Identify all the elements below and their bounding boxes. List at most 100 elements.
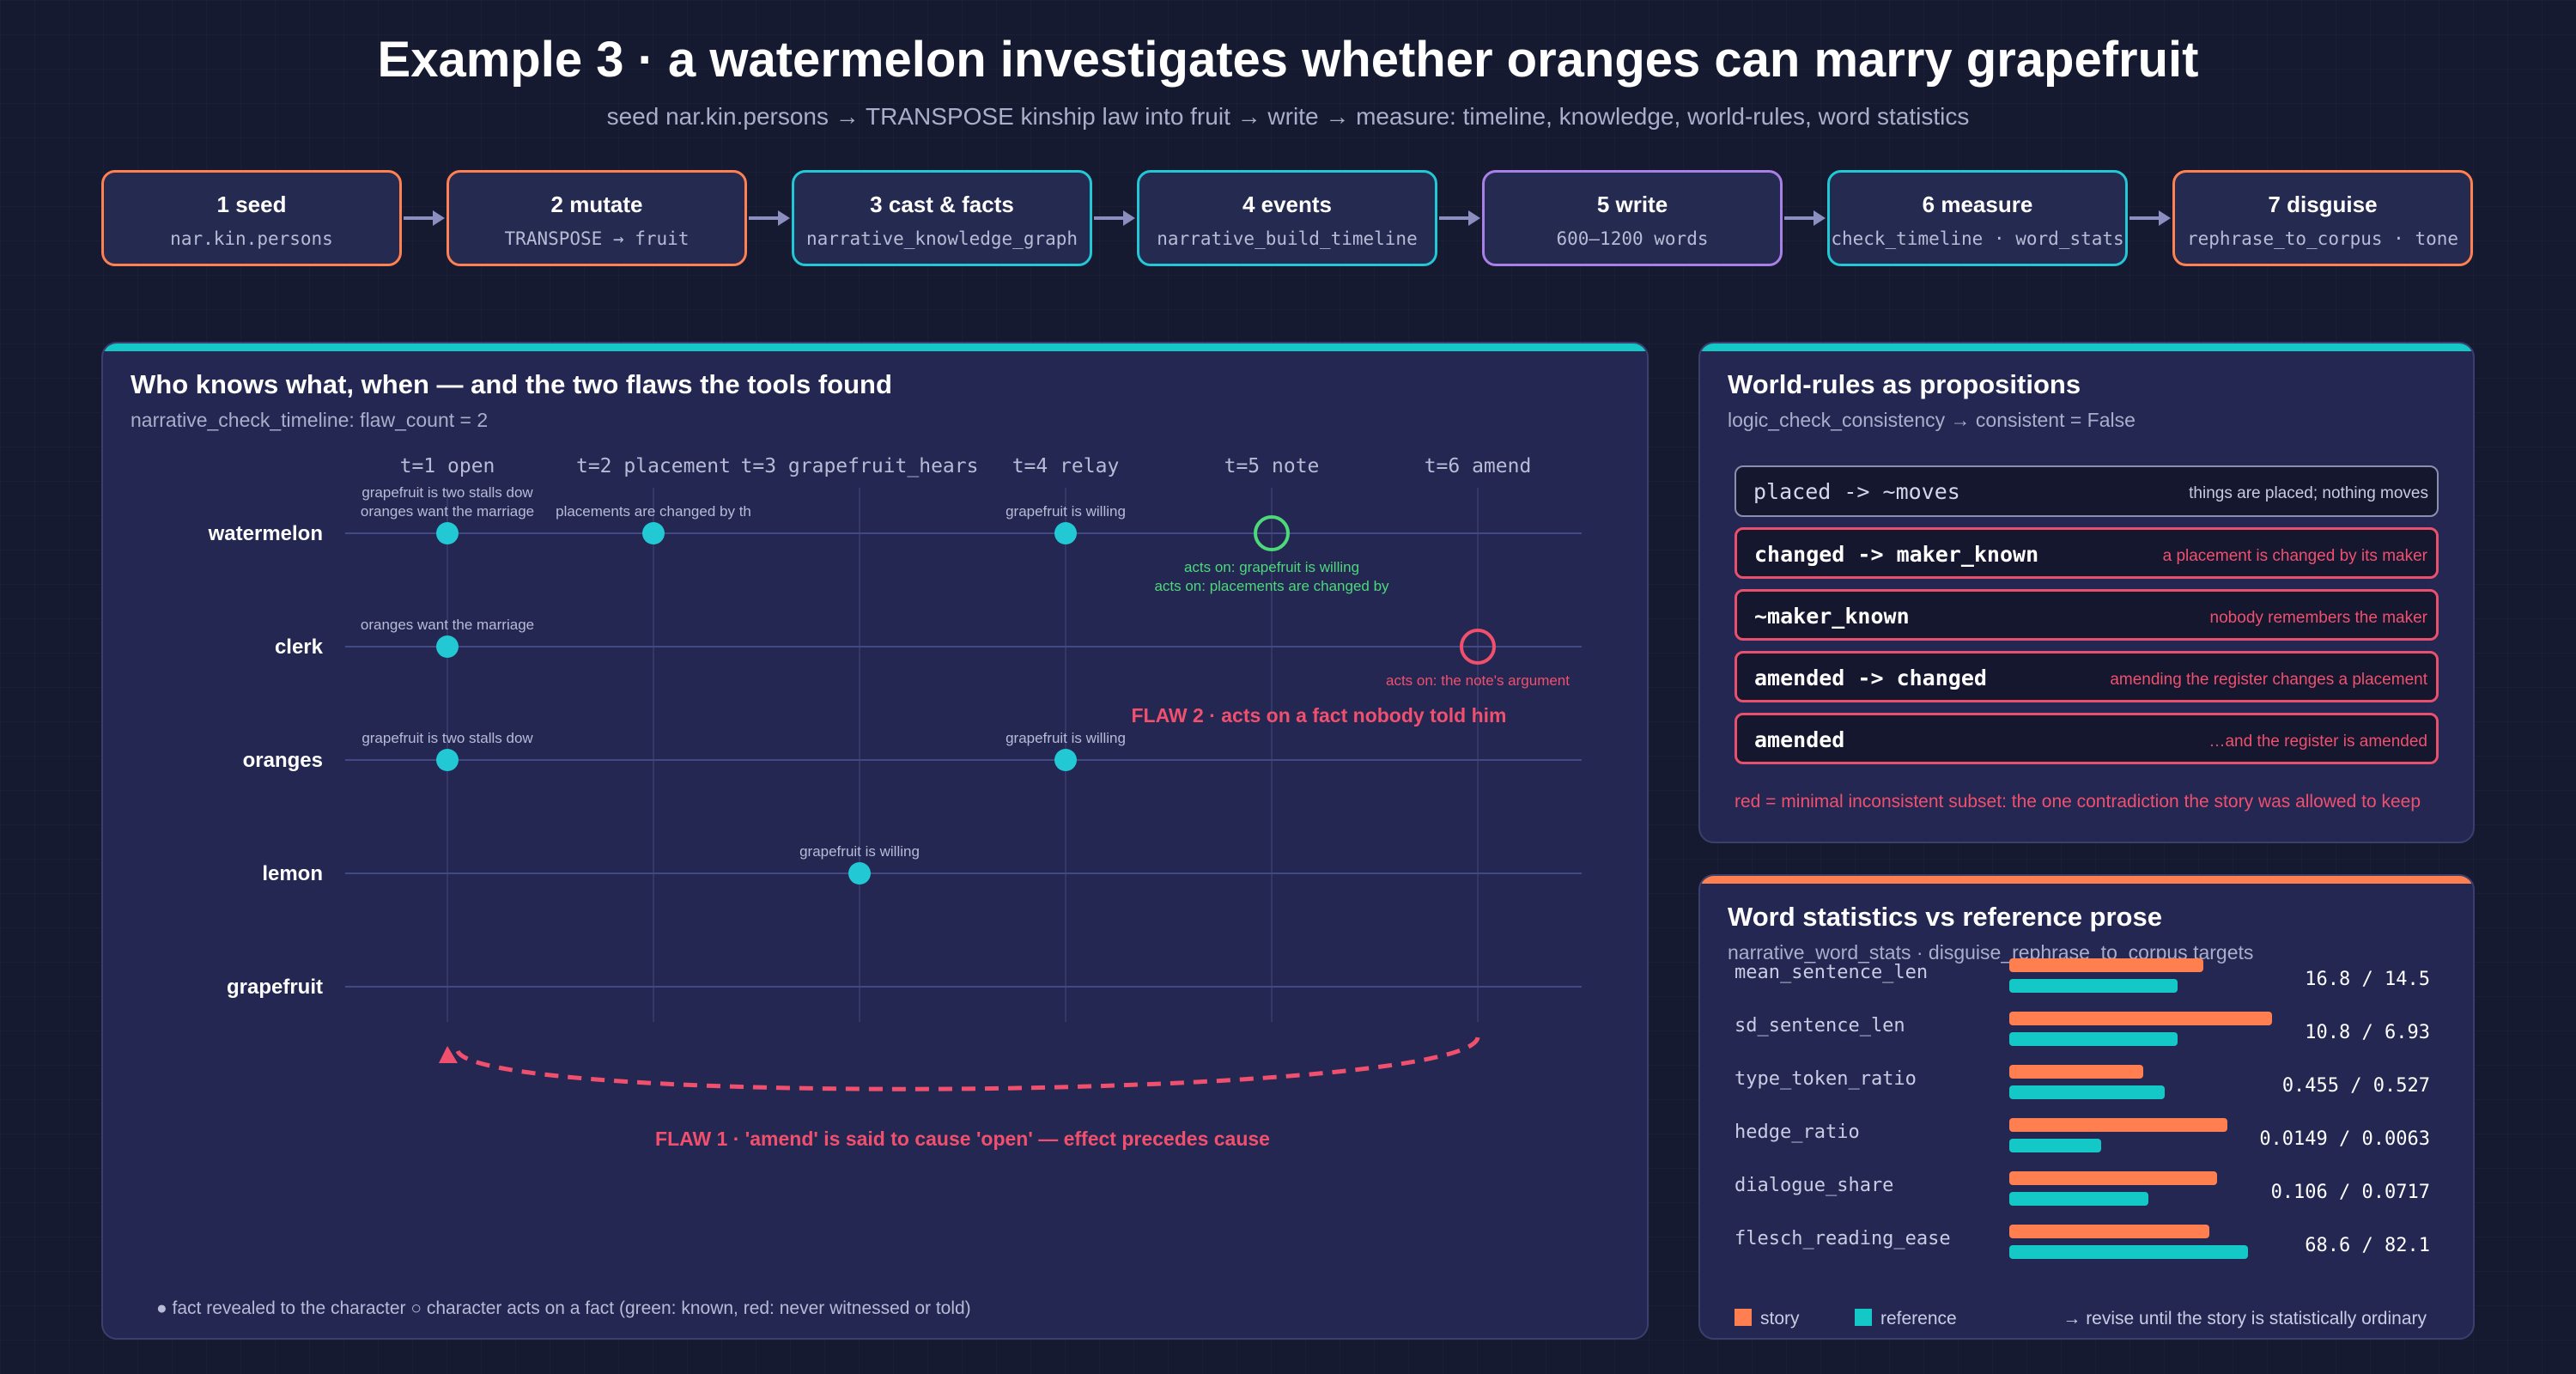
stat-value: 0.0149 / 0.0063 bbox=[2259, 1128, 2430, 1150]
word-stats-title: Word statistics vs reference prose bbox=[1728, 902, 2162, 932]
reference-bar bbox=[2009, 1032, 2178, 1046]
proposition-description: nobody remembers the maker bbox=[2209, 609, 2427, 627]
pipeline-step-subtitle: rephrase_to_corpus · tone bbox=[2186, 228, 2459, 249]
page-subtitle: seed nar.kin.persons → TRANSPOSE kinship… bbox=[606, 103, 1970, 130]
reveal-label: grapefruit is willing bbox=[799, 843, 920, 860]
word-stats-panel: Word statistics vs reference prose narra… bbox=[1698, 874, 2475, 1340]
proposition-changed-maker-known: changed -> maker_known a placement is cha… bbox=[1735, 527, 2439, 579]
story-bar bbox=[2009, 1225, 2209, 1238]
stat-value: 0.106 / 0.0717 bbox=[2270, 1182, 2430, 1203]
proposition-description: amending the register changes a placemen… bbox=[2110, 671, 2427, 689]
legend-story-swatch bbox=[1735, 1309, 1752, 1326]
stat-label-sd-sentence-len: sd_sentence_len bbox=[1735, 1015, 1905, 1037]
pipeline-step-7-disguise: 7 disguise rephrase_to_corpus · tone bbox=[2172, 170, 2473, 266]
pipeline-step-2-mutate: 2 mutate TRANSPOSE → fruit bbox=[447, 170, 747, 266]
reveal-label: grapefruit is willing bbox=[1005, 503, 1126, 520]
proposition-description: things are placed; nothing moves bbox=[2189, 484, 2428, 502]
reveal-dot bbox=[1054, 522, 1077, 544]
reveal-label: placements are changed by th bbox=[556, 503, 751, 520]
pipeline-step-title: 1 seed bbox=[216, 192, 287, 217]
reveal-dot bbox=[436, 635, 459, 658]
pipeline-step-6-measure: 6 measure check_timeline · word_stats bbox=[1827, 170, 2128, 266]
world-rules-panel: World-rules as propositions logic_check_… bbox=[1698, 342, 2475, 843]
proposition-amended: amended …and the register is amended bbox=[1735, 713, 2439, 764]
time-header-t-6-amend: t=6 amend bbox=[1425, 455, 1532, 477]
pipeline-step-title: 3 cast & facts bbox=[870, 192, 1014, 217]
pipeline-step-subtitle: TRANSPOSE → fruit bbox=[504, 228, 690, 249]
time-header-t-5-note: t=5 note bbox=[1224, 455, 1320, 477]
stat-value: 10.8 / 6.93 bbox=[2305, 1022, 2430, 1043]
pipeline-arrow-head bbox=[1468, 210, 1480, 226]
character-label-clerk: clerk bbox=[275, 635, 324, 659]
reveal-dot bbox=[642, 522, 665, 544]
world-rules-subtitle: logic_check_consistency → consistent = F… bbox=[1728, 409, 2136, 431]
stat-label-mean-sentence-len: mean_sentence_len bbox=[1735, 962, 1929, 983]
act-label: acts on: grapefruit is willing bbox=[1184, 559, 1359, 575]
timeline-legend: ● fact revealed to the character ○ chara… bbox=[156, 1298, 971, 1318]
pipeline-arrow-head bbox=[433, 210, 445, 226]
world-rules-note: red = minimal inconsistent subset: the o… bbox=[1735, 792, 2421, 812]
story-bar bbox=[2009, 1065, 2143, 1079]
stat-label-flesch-reading-ease: flesch_reading_ease bbox=[1735, 1228, 1951, 1249]
proposition-formula: placed -> ~moves bbox=[1753, 479, 1960, 504]
legend-reference-swatch bbox=[1855, 1309, 1872, 1326]
timeline-title: Who knows what, when — and the two flaws… bbox=[131, 369, 892, 399]
proposition-formula: amended bbox=[1754, 727, 1845, 752]
pipeline-step-title: 2 mutate bbox=[550, 192, 643, 217]
stat-value: 16.8 / 14.5 bbox=[2305, 969, 2430, 990]
proposition-description: …and the register is amended bbox=[2208, 733, 2427, 751]
pipeline-step-subtitle: 600–1200 words bbox=[1556, 228, 1709, 249]
reveal-label: oranges want the marriage bbox=[361, 617, 534, 633]
story-bar bbox=[2009, 1171, 2217, 1185]
timeline-panel: Who knows what, when — and the two flaws… bbox=[101, 342, 1649, 1340]
proposition-amended-changed: amended -> changed amending the register … bbox=[1735, 651, 2439, 702]
proposition-formula: ~maker_known bbox=[1754, 604, 1910, 629]
panel-accent-bar bbox=[103, 344, 1647, 351]
stat-label-type-token-ratio: type_token_ratio bbox=[1735, 1068, 1917, 1090]
flaw-1-arc bbox=[455, 1036, 1480, 1091]
pipeline-step-4-events: 4 events narrative_build_timeline bbox=[1137, 170, 1437, 266]
pipeline-step-subtitle: narrative_build_timeline bbox=[1157, 228, 1418, 249]
reference-bar bbox=[2009, 1139, 2101, 1152]
pipeline-step-subtitle: narrative_knowledge_graph bbox=[805, 228, 1078, 249]
proposition-formula: amended -> changed bbox=[1754, 666, 1987, 690]
panel-accent-bar bbox=[1700, 344, 2473, 351]
reference-bar bbox=[2009, 1192, 2148, 1206]
flaw-2-label: FLAW 2 · acts on a fact nobody told him bbox=[1131, 704, 1506, 727]
pipeline-arrows bbox=[404, 210, 2171, 226]
stat-value: 68.6 / 82.1 bbox=[2305, 1235, 2430, 1256]
time-header-t-3-grapefruit-hears: t=3 grapefruit_hears bbox=[741, 455, 979, 477]
pipeline-step-5-write: 5 write 600–1200 words bbox=[1482, 170, 1783, 266]
reveal-dot bbox=[1054, 749, 1077, 771]
pipeline-step-subtitle: check_timeline · word_stats bbox=[1831, 228, 2124, 249]
pipeline-step-title: 7 disguise bbox=[2268, 192, 2378, 217]
reveal-dot bbox=[436, 522, 459, 544]
reveal-label: grapefruit is two stalls dow bbox=[361, 730, 533, 746]
legend-story-label: story bbox=[1760, 1309, 1800, 1328]
act-ring-flaw bbox=[1460, 629, 1496, 665]
story-bar bbox=[2009, 1012, 2272, 1025]
timeline-chart: t=1 open t=2 placement t=3 grapefruit_hear… bbox=[208, 455, 1582, 1150]
pipeline-arrow-head bbox=[2159, 210, 2171, 226]
time-header-t-4-relay: t=4 relay bbox=[1012, 455, 1120, 477]
act-label: acts on: placements are changed by bbox=[1154, 578, 1389, 594]
time-header-t-2-placement: t=2 placement bbox=[576, 455, 731, 477]
act-label: acts on: the note's argument bbox=[1386, 672, 1570, 689]
pipeline-step-title: 6 measure bbox=[1922, 192, 2033, 217]
legend-reference-label: reference bbox=[1880, 1309, 1957, 1328]
reveal-dot bbox=[436, 749, 459, 771]
reference-bar bbox=[2009, 979, 2178, 993]
panel-accent-bar bbox=[1700, 876, 2473, 884]
pipeline-arrow-head bbox=[1814, 210, 1826, 226]
proposition-maker-known: ~maker_known nobody remembers the maker bbox=[1735, 589, 2439, 641]
stat-value: 0.455 / 0.527 bbox=[2281, 1075, 2430, 1097]
reference-bar bbox=[2009, 1085, 2165, 1099]
pipeline-arrow-head bbox=[778, 210, 790, 226]
stat-label-hedge-ratio: hedge_ratio bbox=[1735, 1122, 1860, 1143]
proposition-formula: changed -> maker_known bbox=[1754, 542, 2039, 567]
legend-note: → revise until the story is statisticall… bbox=[2063, 1309, 2427, 1328]
world-rules-title: World-rules as propositions bbox=[1728, 369, 2081, 399]
flaw-1-arrowhead bbox=[439, 1046, 458, 1063]
reveal-label: grapefruit is willing bbox=[1005, 730, 1126, 746]
stat-label-dialogue-share: dialogue_share bbox=[1735, 1175, 1894, 1196]
